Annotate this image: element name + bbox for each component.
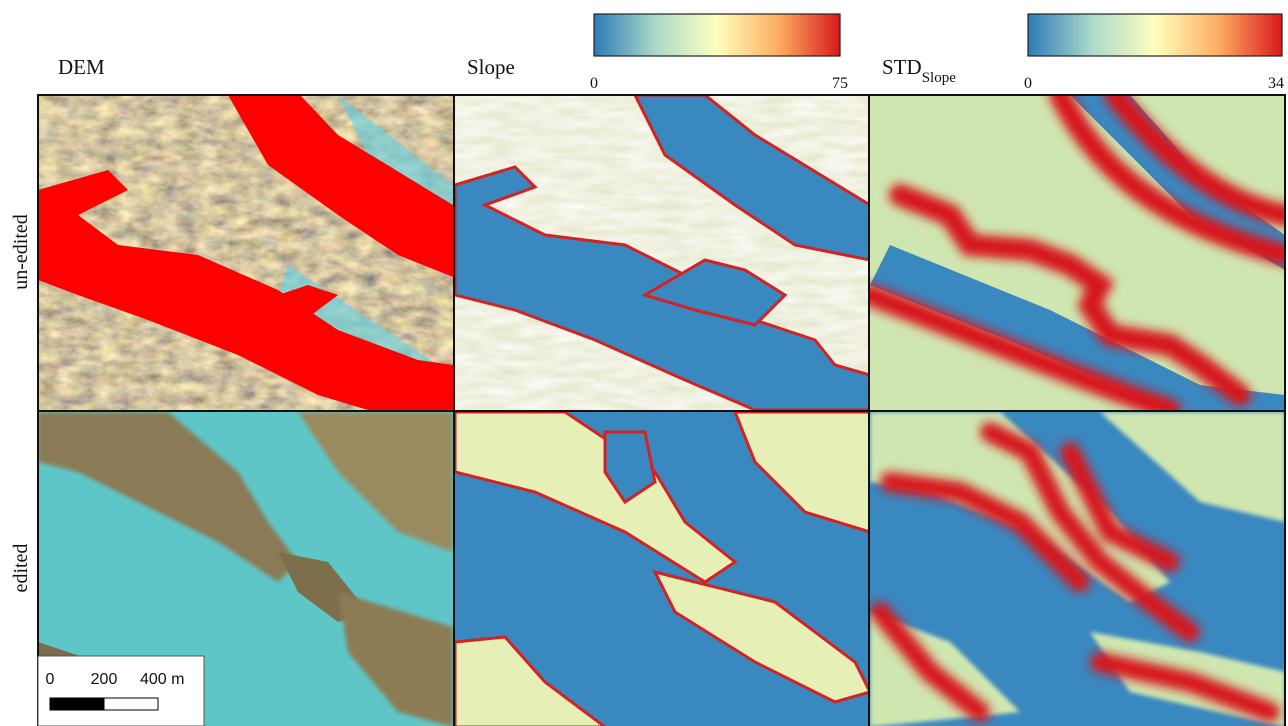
colorbar-min: 0 xyxy=(1024,75,1032,92)
scale-label: 400 m xyxy=(140,671,184,688)
colorbar xyxy=(594,14,840,56)
colorbar-min: 0 xyxy=(590,75,598,92)
column-title: DEM xyxy=(58,55,105,79)
map-panel xyxy=(870,412,1285,726)
map-panel xyxy=(455,412,870,726)
map-panel xyxy=(870,95,1285,410)
column-title: STDSlope xyxy=(882,55,956,86)
scale-bar: 0 200 400 m xyxy=(38,656,204,726)
colorbar-max: 75 xyxy=(832,75,848,92)
map-panel xyxy=(38,95,453,410)
row-label: un-edited xyxy=(10,214,32,290)
figure: DEM Slope STDSlope 0 75 0 34 un-edited e… xyxy=(0,0,1288,726)
scale-label: 0 xyxy=(46,671,55,688)
map-panel xyxy=(455,95,870,410)
colorbar-max: 34 xyxy=(1268,75,1284,92)
row-label: edited xyxy=(10,544,32,593)
column-title-main: STD xyxy=(882,55,922,79)
page: DEM Slope STDSlope 0 75 0 34 un-edited e… xyxy=(0,0,1288,726)
column-title: Slope xyxy=(467,55,515,79)
colorbar xyxy=(1028,14,1282,56)
scale-label: 200 xyxy=(91,671,118,688)
column-title-subscript: Slope xyxy=(922,70,957,86)
